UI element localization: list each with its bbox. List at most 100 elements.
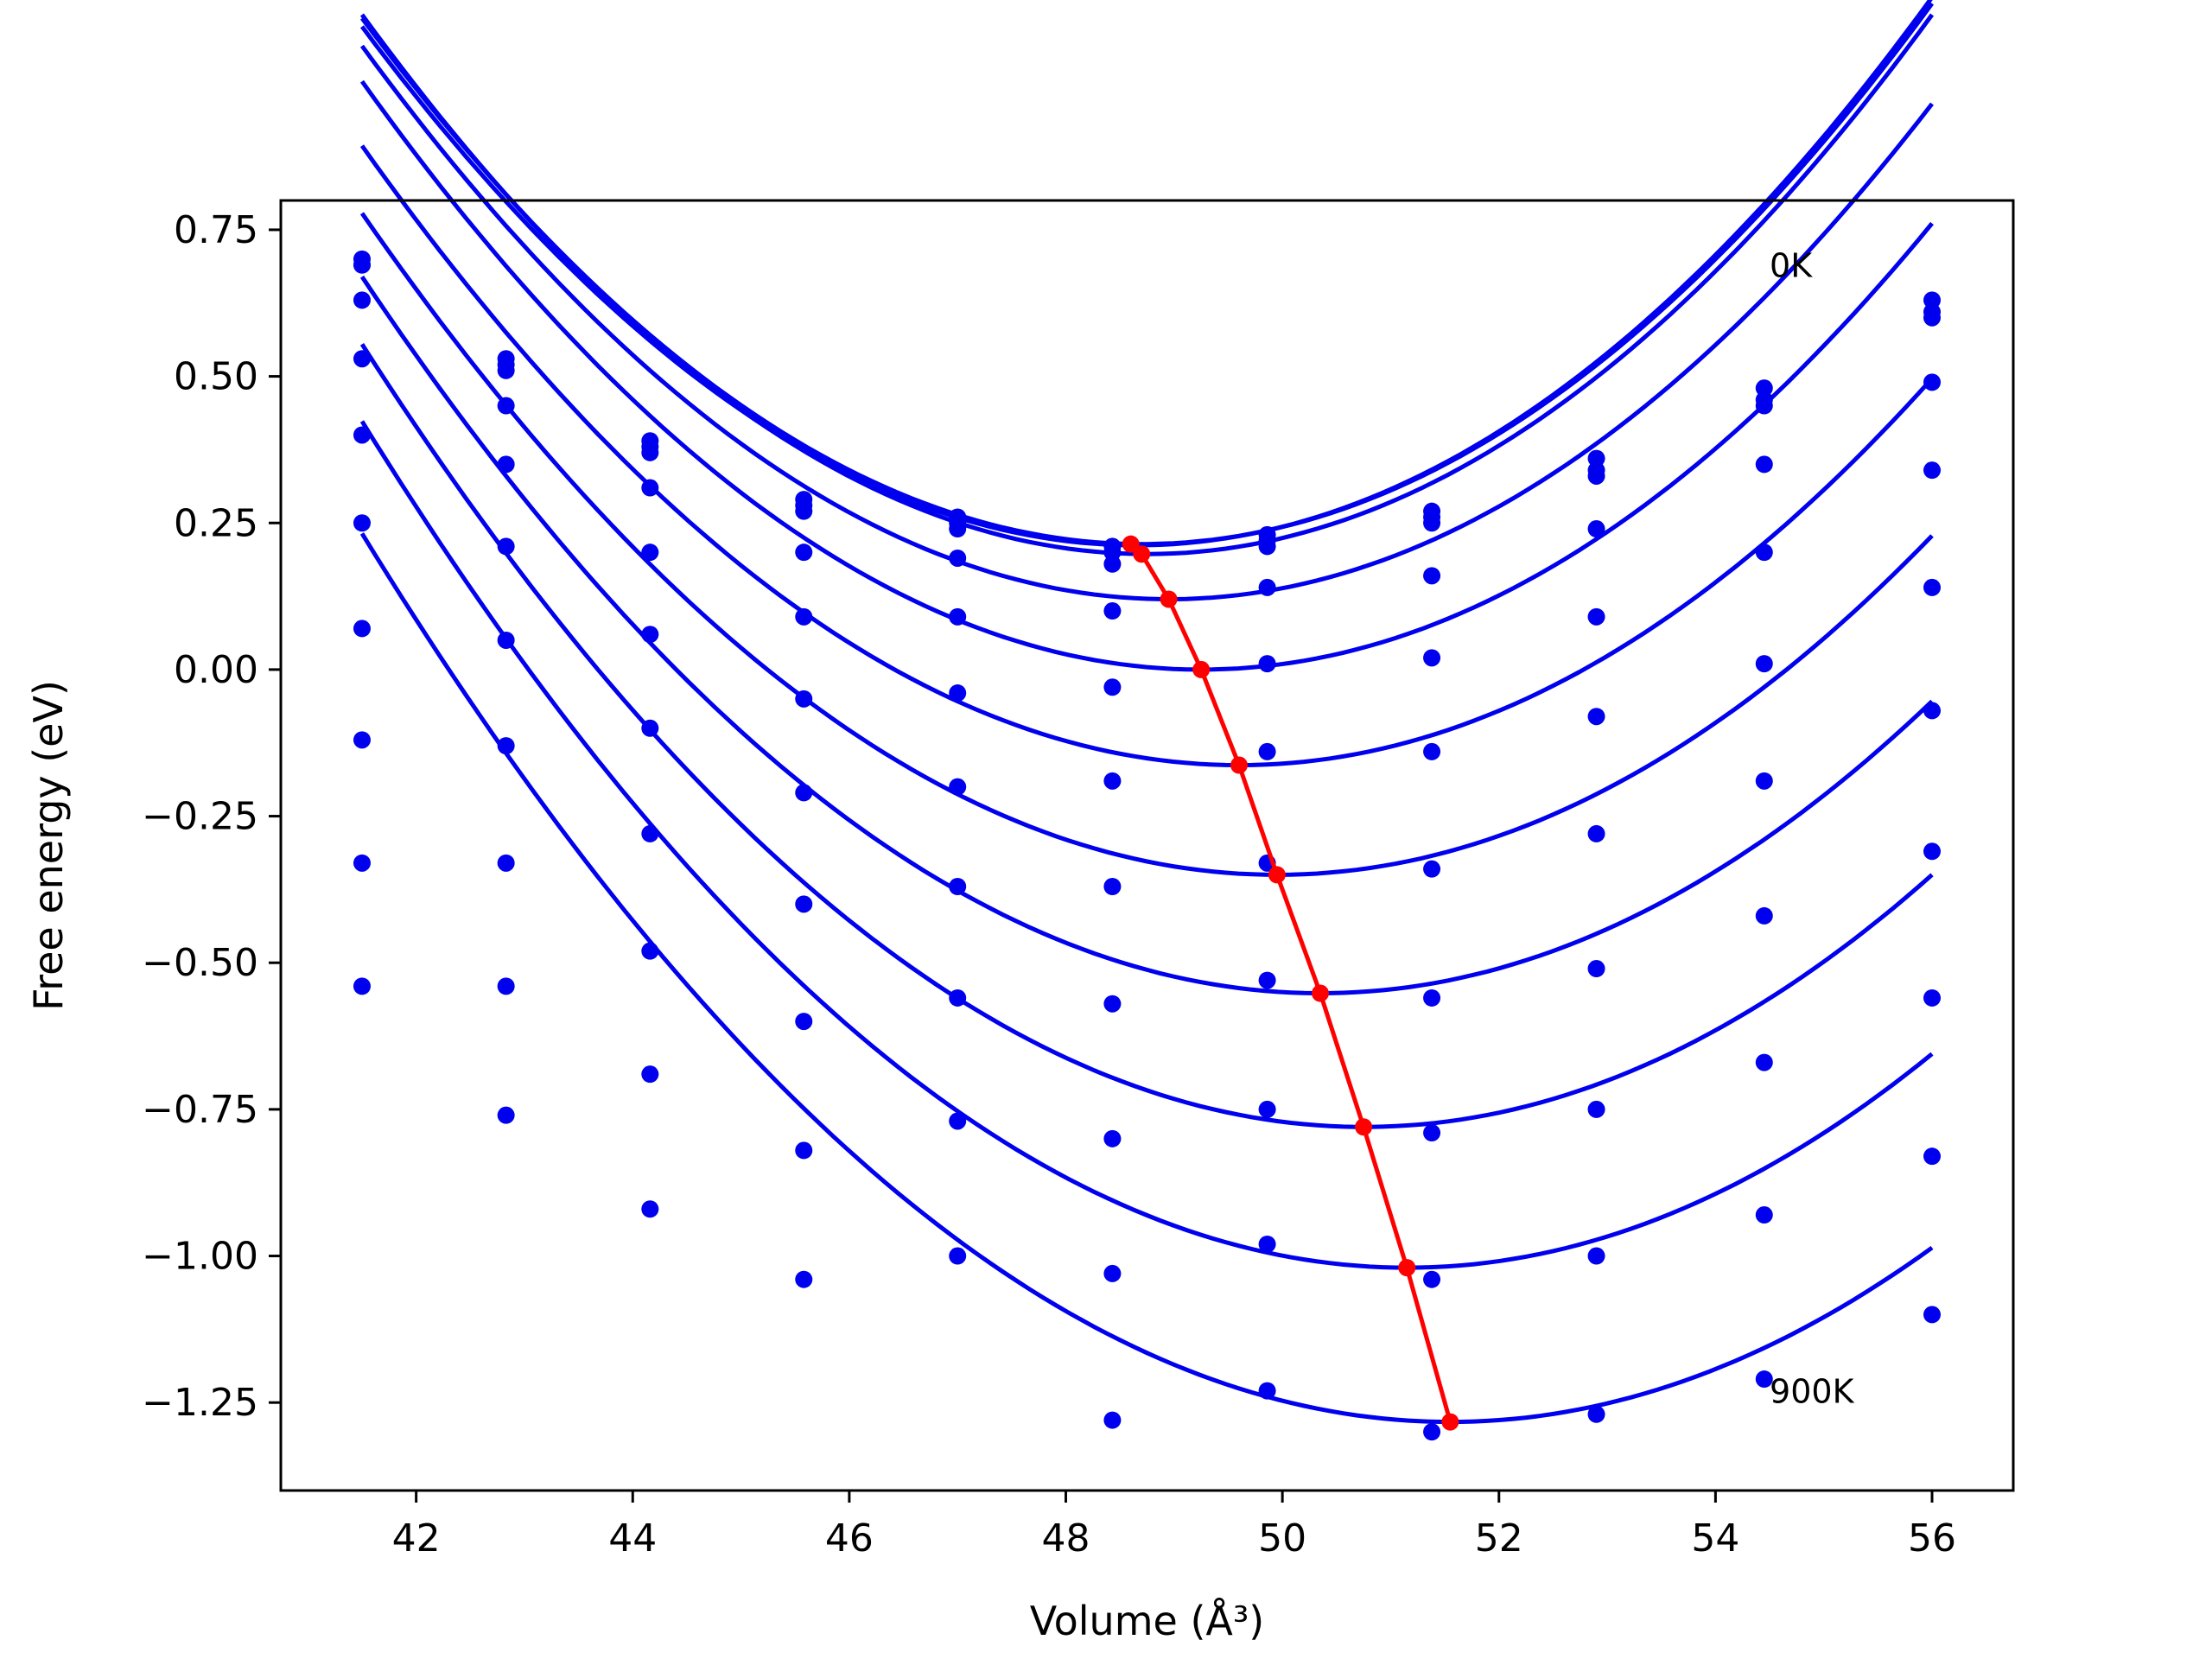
y-tick-label: −1.00 — [142, 1235, 258, 1279]
y-tick-label: −0.50 — [142, 941, 258, 985]
data-point — [1103, 1264, 1122, 1282]
data-point — [795, 895, 813, 913]
data-point — [795, 1270, 813, 1288]
data-point — [1258, 1382, 1276, 1400]
data-point — [795, 543, 813, 562]
data-point — [1923, 842, 1942, 861]
fit-curve-10 — [359, 532, 1934, 1425]
data-point — [353, 514, 371, 532]
data-point — [1103, 602, 1122, 620]
data-point — [949, 1247, 967, 1265]
minimum-point — [1441, 1413, 1459, 1431]
y-tick-label: −0.25 — [142, 795, 258, 839]
data-point — [1423, 988, 1441, 1007]
data-point — [949, 878, 967, 896]
x-tick-label: 56 — [1908, 1516, 1956, 1560]
series-layer — [353, 0, 1942, 1441]
data-point — [497, 977, 515, 995]
data-point — [1587, 824, 1605, 842]
data-point — [353, 291, 371, 309]
data-point — [1587, 1100, 1605, 1118]
data-point — [1755, 1053, 1773, 1071]
minimum-point — [1355, 1118, 1373, 1136]
data-point — [1587, 1405, 1605, 1423]
data-point — [1923, 308, 1942, 327]
fit-curve-5 — [359, 144, 1934, 768]
data-point — [1755, 455, 1773, 474]
y-tick-label: 0.50 — [174, 355, 258, 399]
data-point — [353, 256, 371, 274]
data-point — [1587, 1247, 1605, 1265]
data-point — [1587, 607, 1605, 626]
data-point — [1923, 1147, 1942, 1166]
x-tick-label: 54 — [1691, 1516, 1739, 1560]
x-tick-label: 44 — [608, 1516, 657, 1560]
data-point — [641, 543, 659, 562]
data-point — [497, 1106, 515, 1124]
data-point — [949, 778, 967, 796]
data-point — [1587, 520, 1605, 538]
minimum-point — [1192, 660, 1211, 678]
fit-curve-4 — [359, 79, 1934, 672]
data-point — [1755, 1370, 1773, 1389]
data-point — [353, 620, 371, 638]
data-point — [1103, 555, 1122, 573]
data-point — [1423, 1423, 1441, 1441]
fit-curve-7 — [359, 275, 1934, 996]
x-tick-label: 46 — [825, 1516, 874, 1560]
minimum-point — [1230, 756, 1249, 774]
minimum-point — [1398, 1259, 1416, 1277]
y-tick-label: 0.75 — [174, 208, 258, 252]
fit-curve-2 — [359, 13, 1935, 556]
data-point — [1423, 1270, 1441, 1288]
data-point — [1587, 708, 1605, 726]
data-point — [497, 854, 515, 872]
fit-curve-3 — [359, 44, 1934, 602]
data-point — [1755, 772, 1773, 790]
fit-curve-1 — [359, 0, 1933, 548]
data-point — [1755, 906, 1773, 925]
data-point — [641, 1065, 659, 1084]
annotation-label: 900K — [1770, 1373, 1855, 1411]
minimum-point — [1160, 590, 1178, 608]
y-tick-label: 0.25 — [174, 501, 258, 545]
y-tick-label: −0.75 — [142, 1088, 258, 1132]
data-point — [1923, 1306, 1942, 1324]
data-point — [1587, 467, 1605, 485]
fit-curve-9 — [359, 420, 1934, 1270]
data-point — [1103, 678, 1122, 696]
data-point — [1423, 649, 1441, 667]
data-point — [1423, 860, 1441, 878]
data-point — [1103, 1411, 1122, 1429]
data-point — [497, 356, 515, 374]
data-point — [795, 1013, 813, 1031]
minimum-point — [1268, 866, 1286, 884]
x-tick-label: 48 — [1042, 1516, 1090, 1560]
minima-line — [1129, 542, 1452, 1423]
data-point — [949, 549, 967, 567]
y-axis-label: Free energy (eV) — [25, 680, 72, 1011]
data-point — [1923, 461, 1942, 480]
data-point — [1258, 655, 1276, 673]
data-point — [949, 607, 967, 626]
data-point — [949, 1112, 967, 1130]
data-point — [641, 443, 659, 461]
data-point — [1755, 1206, 1773, 1224]
minimum-point — [1133, 545, 1151, 563]
data-point — [1923, 988, 1942, 1007]
fit-curve-6 — [359, 212, 1934, 877]
x-axis-label: Volume (Å³) — [1030, 1598, 1265, 1644]
data-point — [1923, 373, 1942, 391]
data-point — [1423, 742, 1441, 760]
annotation-label: 0K — [1770, 247, 1813, 285]
minima-layer — [1122, 535, 1459, 1431]
data-point — [353, 731, 371, 749]
data-point — [1423, 567, 1441, 585]
data-point — [641, 1200, 659, 1218]
data-point — [353, 854, 371, 872]
data-point — [1258, 537, 1276, 556]
data-point — [949, 520, 967, 538]
data-point — [795, 607, 813, 626]
x-tick-label: 42 — [392, 1516, 441, 1560]
